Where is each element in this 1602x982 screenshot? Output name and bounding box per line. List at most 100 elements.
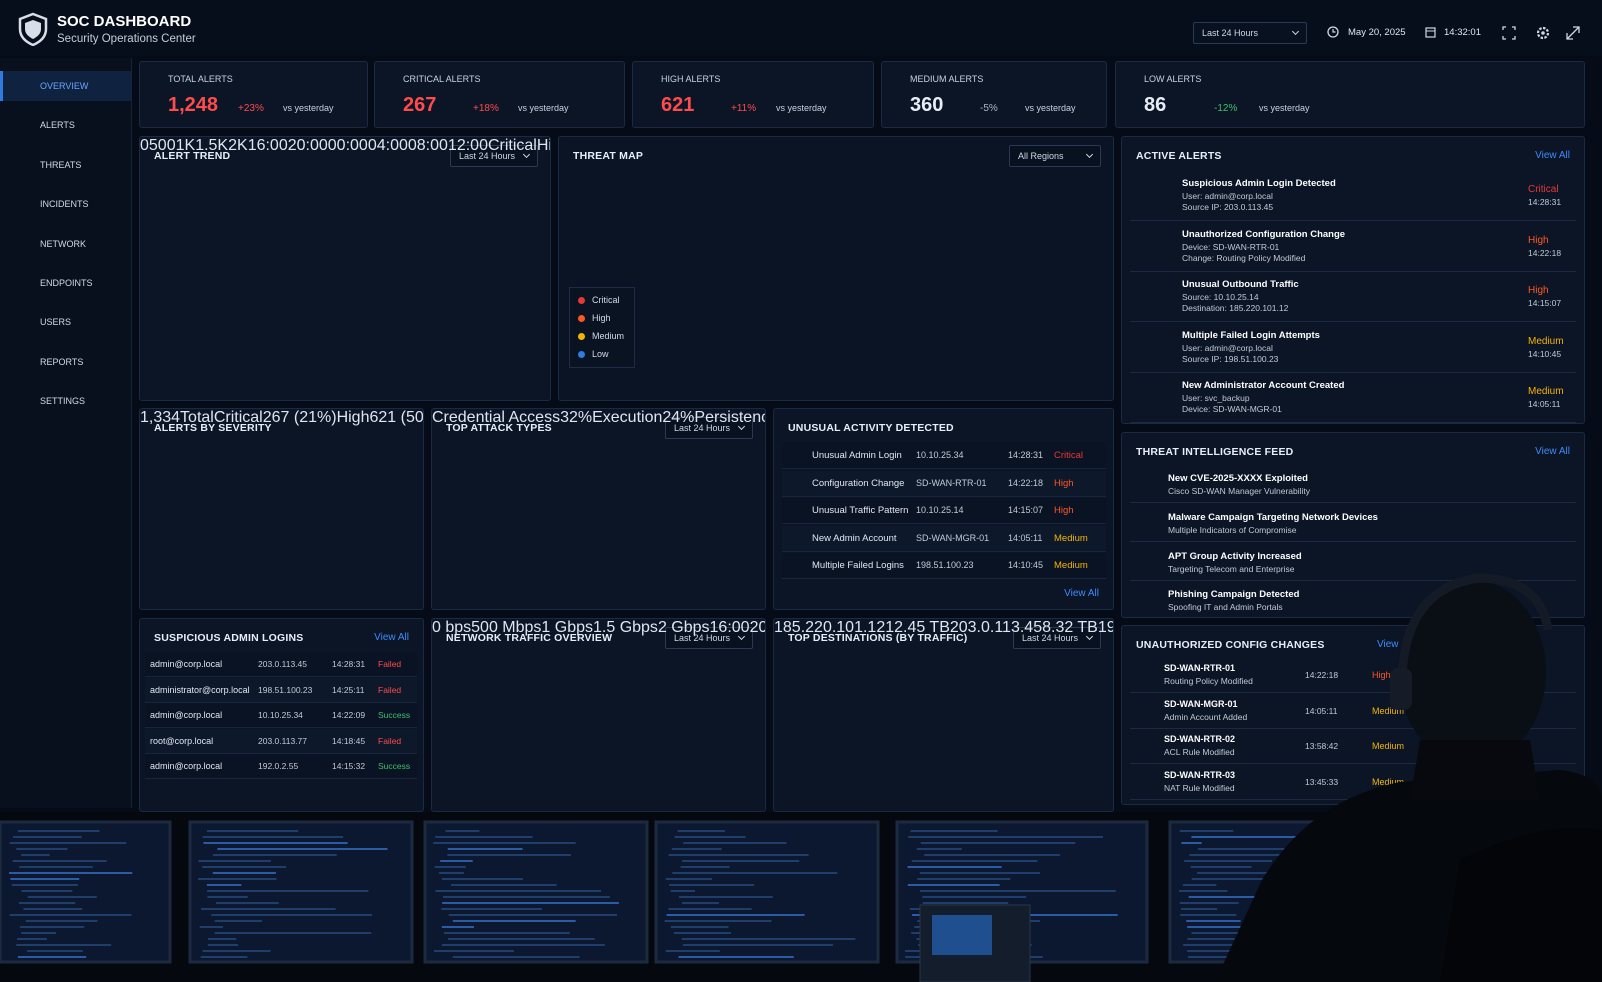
monitor-line xyxy=(441,908,542,910)
monitor-line xyxy=(1189,854,1310,856)
login-cell: administrator@corp.local xyxy=(150,684,250,695)
monitor-line xyxy=(199,926,224,928)
monitor-line xyxy=(452,920,576,922)
nav-item[interactable]: ALERTS xyxy=(40,120,75,131)
activity-cell: Configuration Change xyxy=(812,477,905,489)
monitor-line xyxy=(672,872,838,874)
login-cell: 203.0.113.45 xyxy=(258,659,307,669)
monitor-line xyxy=(674,836,746,838)
dropdown[interactable]: All Regions xyxy=(1009,145,1101,167)
nav-item[interactable]: SETTINGS xyxy=(40,396,86,407)
alert-severity: Medium xyxy=(1528,335,1564,347)
alert-time: 14:10:45 xyxy=(1528,348,1562,359)
panel-title: TOP ATTACK TYPES xyxy=(446,422,552,434)
view-all-link[interactable]: View All xyxy=(1377,639,1412,650)
activity-cell: New Admin Account xyxy=(812,532,897,544)
monitor-line xyxy=(207,896,248,898)
login-row xyxy=(145,754,417,779)
desk-screen xyxy=(932,915,992,955)
kpi-value: 621 xyxy=(661,94,695,116)
monitor-line xyxy=(21,932,57,934)
monitor-line xyxy=(441,878,523,880)
dropdown[interactable]: Last 24 Hours xyxy=(449,145,538,167)
login-cell: 14:15:32 xyxy=(332,761,366,771)
header: SOC DASHBOARD Security Operations Center… xyxy=(0,0,1602,56)
panel-title: UNAUTHORIZED CONFIG CHANGES xyxy=(1136,639,1325,651)
kpi-card: HIGH ALERTS 621 +11% vs yesterday xyxy=(632,61,874,128)
monitor-line xyxy=(200,956,248,958)
alert-detail: User: admin@corp.local xyxy=(1182,342,1273,353)
x-tick-label: 16:00 xyxy=(247,137,288,154)
kpi-note: vs yesterday xyxy=(1025,103,1076,113)
alert-severity: Medium xyxy=(1528,386,1564,397)
view-all-link[interactable]: View All xyxy=(374,632,409,643)
config-severity: Medium xyxy=(1372,741,1405,751)
activity-cell: Critical xyxy=(1054,450,1084,461)
alert-severity: High xyxy=(1528,285,1549,296)
alert-row xyxy=(1130,173,1576,221)
alert-detail: Source IP: 203.0.113.45 xyxy=(1182,202,1274,212)
nav-item[interactable]: INCIDENTS xyxy=(40,199,89,210)
monitor-line xyxy=(9,914,132,916)
nav-item[interactable]: REPORTS xyxy=(40,356,84,367)
legend-label: High xyxy=(336,409,370,426)
monitor-line xyxy=(21,890,73,892)
monitor-line xyxy=(442,896,610,898)
y-tick-label: 500 xyxy=(148,137,176,154)
view-all-link[interactable]: View All xyxy=(1535,150,1570,161)
legend-dot xyxy=(578,351,585,358)
view-all-link[interactable]: View All xyxy=(1535,446,1570,457)
kpi-value: 360 xyxy=(910,94,944,116)
logo xyxy=(18,12,48,46)
dropdown[interactable]: Last 24 Hours xyxy=(664,627,753,649)
activity-cell: 14:22:18 xyxy=(1008,477,1044,488)
alert-detail: Source IP: 198.51.100.23 xyxy=(1182,353,1279,364)
monitor xyxy=(895,820,1149,964)
monitor-line xyxy=(911,860,1038,862)
activity-cell: 198.51.100.23 xyxy=(916,560,974,570)
legend-dot xyxy=(578,297,585,304)
kpi-value: 86 xyxy=(1144,94,1167,116)
line-chart: 05001K1.5K2K16:0020:0000:0004:0008:0012:… xyxy=(140,137,550,155)
nav-item[interactable]: USERS xyxy=(40,317,72,328)
chair xyxy=(1440,828,1602,982)
dropdown[interactable]: Last 24 Hours xyxy=(1012,627,1101,649)
config-time: 13:45:33 xyxy=(1305,776,1339,787)
monitor-line xyxy=(27,950,83,952)
monitor-line xyxy=(1179,890,1228,892)
header-buttons[interactable] xyxy=(1500,24,1600,42)
activity-cell: 14:15:07 xyxy=(1008,505,1044,515)
nav-item[interactable]: OVERVIEW xyxy=(40,81,89,91)
nav-item[interactable]: NETWORK xyxy=(40,238,86,249)
config-changes-panel: UNAUTHORIZED CONFIG CHANGES View All SD-WA… xyxy=(1121,625,1585,805)
login-cell: 203.0.113.77 xyxy=(258,735,307,746)
monitor-line xyxy=(27,896,97,898)
intel-subtitle: Multiple Indicators of Compromise xyxy=(1168,524,1297,535)
monitor-line xyxy=(1180,908,1218,910)
monitor-line xyxy=(1191,932,1251,934)
time-range-dropdown[interactable]: Last 24 Hours xyxy=(1193,22,1307,44)
monitor-line xyxy=(1179,830,1234,832)
monitor-line xyxy=(448,938,595,940)
monitor-line xyxy=(9,842,127,844)
login-cell: 198.51.100.23 xyxy=(258,684,313,695)
monitor-line xyxy=(919,872,1041,874)
monitor-line xyxy=(217,848,388,850)
monitor-line xyxy=(207,944,239,946)
bar-value-label: 12.45 TB xyxy=(885,619,950,636)
activity-cell: Medium xyxy=(1054,560,1088,571)
config-device: SD-WAN-RTR-01 xyxy=(1164,663,1235,673)
config-time: 13:58:42 xyxy=(1305,741,1339,751)
activity-row xyxy=(782,498,1106,524)
login-cell: 14:25:11 xyxy=(332,684,365,695)
kpi-card: LOW ALERTS 86 -12% vs yesterday xyxy=(1115,61,1585,128)
dropdown[interactable]: Last 24 Hours xyxy=(664,417,753,439)
login-cell: 14:22:09 xyxy=(332,710,366,720)
view-all-link[interactable]: View All xyxy=(1064,588,1099,599)
config-time: 14:05:11 xyxy=(1305,705,1338,716)
nav-item[interactable]: THREATS xyxy=(40,159,82,170)
monitor-line xyxy=(212,872,276,874)
monitor-line xyxy=(16,848,68,850)
nav-item[interactable]: ENDPOINTS xyxy=(40,278,93,288)
